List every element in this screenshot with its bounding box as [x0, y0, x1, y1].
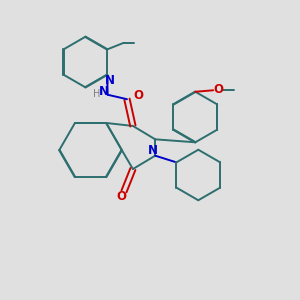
Text: N: N: [148, 144, 158, 157]
Text: H: H: [93, 89, 100, 99]
Text: N: N: [99, 85, 109, 98]
Text: O: O: [214, 83, 224, 96]
Text: O: O: [117, 190, 127, 203]
Text: O: O: [133, 89, 143, 102]
Text: N: N: [105, 74, 115, 86]
